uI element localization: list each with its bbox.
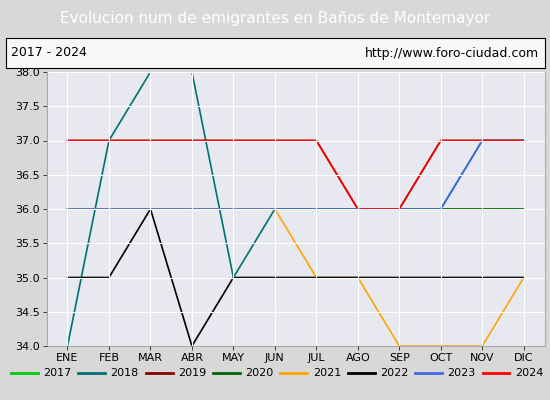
Text: 2024: 2024 [515,368,543,378]
Text: 2017: 2017 [43,368,72,378]
Text: Evolucion num de emigrantes en Baños de Montemayor: Evolucion num de emigrantes en Baños de … [60,12,490,26]
Text: 2017 - 2024: 2017 - 2024 [11,46,87,60]
Text: 2021: 2021 [313,368,341,378]
Text: 2022: 2022 [380,368,409,378]
Text: 2019: 2019 [178,368,206,378]
Text: 2023: 2023 [448,368,476,378]
Text: 2018: 2018 [111,368,139,378]
Text: http://www.foro-ciudad.com: http://www.foro-ciudad.com [365,46,539,60]
Text: 2020: 2020 [245,368,273,378]
